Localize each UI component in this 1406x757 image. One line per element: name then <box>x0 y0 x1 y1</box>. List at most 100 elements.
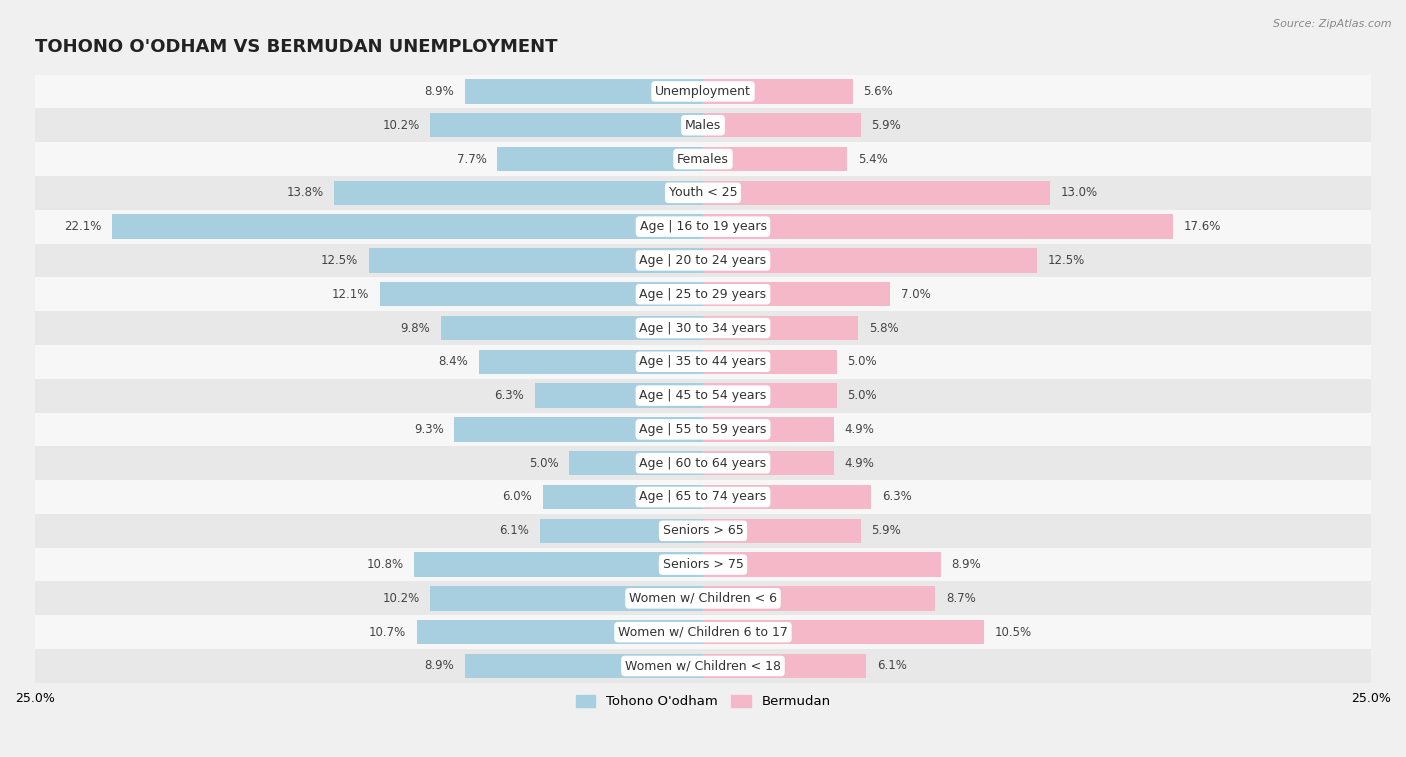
Text: Females: Females <box>678 152 728 166</box>
Text: 5.0%: 5.0% <box>848 389 877 402</box>
Bar <box>543 484 703 509</box>
Bar <box>35 210 1371 244</box>
Legend: Tohono O'odham, Bermudan: Tohono O'odham, Bermudan <box>571 690 835 714</box>
Text: 5.0%: 5.0% <box>529 456 558 469</box>
Bar <box>703 214 1174 238</box>
Text: Age | 55 to 59 years: Age | 55 to 59 years <box>640 423 766 436</box>
Text: 12.1%: 12.1% <box>332 288 368 301</box>
Bar <box>35 345 1371 378</box>
Text: Age | 30 to 34 years: Age | 30 to 34 years <box>640 322 766 335</box>
Text: 22.1%: 22.1% <box>65 220 101 233</box>
Text: Women w/ Children < 18: Women w/ Children < 18 <box>626 659 780 672</box>
Text: Age | 20 to 24 years: Age | 20 to 24 years <box>640 254 766 267</box>
Bar <box>703 586 935 611</box>
Bar <box>368 248 703 273</box>
Bar <box>703 350 837 374</box>
Bar <box>35 514 1371 548</box>
Bar <box>703 451 834 475</box>
Text: 8.4%: 8.4% <box>439 355 468 369</box>
Bar <box>35 311 1371 345</box>
Text: Women w/ Children 6 to 17: Women w/ Children 6 to 17 <box>619 626 787 639</box>
Text: 6.0%: 6.0% <box>502 491 531 503</box>
Text: Age | 16 to 19 years: Age | 16 to 19 years <box>640 220 766 233</box>
Text: 5.0%: 5.0% <box>848 355 877 369</box>
Bar <box>703 316 858 340</box>
Bar <box>703 147 848 171</box>
Bar <box>569 451 703 475</box>
Bar <box>35 108 1371 142</box>
Text: 6.1%: 6.1% <box>499 525 529 537</box>
Text: 8.9%: 8.9% <box>425 659 454 672</box>
Bar <box>534 384 703 408</box>
Bar <box>703 620 984 644</box>
Bar <box>703 79 852 104</box>
Bar <box>35 142 1371 176</box>
Bar <box>415 553 703 577</box>
Bar <box>35 649 1371 683</box>
Text: 13.8%: 13.8% <box>287 186 323 199</box>
Text: 7.7%: 7.7% <box>457 152 486 166</box>
Text: TOHONO O'ODHAM VS BERMUDAN UNEMPLOYMENT: TOHONO O'ODHAM VS BERMUDAN UNEMPLOYMENT <box>35 38 557 56</box>
Bar <box>441 316 703 340</box>
Bar <box>35 581 1371 615</box>
Text: 6.1%: 6.1% <box>877 659 907 672</box>
Text: Women w/ Children < 6: Women w/ Children < 6 <box>628 592 778 605</box>
Text: Seniors > 75: Seniors > 75 <box>662 558 744 571</box>
Text: 10.5%: 10.5% <box>994 626 1032 639</box>
Bar <box>465 79 703 104</box>
Bar <box>703 553 941 577</box>
Text: Age | 60 to 64 years: Age | 60 to 64 years <box>640 456 766 469</box>
Bar <box>35 447 1371 480</box>
Bar <box>35 378 1371 413</box>
Text: Age | 45 to 54 years: Age | 45 to 54 years <box>640 389 766 402</box>
Text: Age | 35 to 44 years: Age | 35 to 44 years <box>640 355 766 369</box>
Text: Unemployment: Unemployment <box>655 85 751 98</box>
Text: 10.2%: 10.2% <box>382 119 420 132</box>
Bar <box>335 181 703 205</box>
Bar <box>703 248 1038 273</box>
Text: 6.3%: 6.3% <box>882 491 911 503</box>
Text: 5.9%: 5.9% <box>872 119 901 132</box>
Bar <box>35 176 1371 210</box>
Bar <box>35 548 1371 581</box>
Text: 6.3%: 6.3% <box>495 389 524 402</box>
Text: 10.2%: 10.2% <box>382 592 420 605</box>
Text: 4.9%: 4.9% <box>845 456 875 469</box>
Text: Youth < 25: Youth < 25 <box>669 186 737 199</box>
Bar <box>35 413 1371 447</box>
Text: 17.6%: 17.6% <box>1184 220 1222 233</box>
Bar <box>35 277 1371 311</box>
Bar <box>703 484 872 509</box>
Text: 9.3%: 9.3% <box>413 423 444 436</box>
Bar <box>478 350 703 374</box>
Text: 10.7%: 10.7% <box>370 626 406 639</box>
Bar <box>703 417 834 441</box>
Text: Age | 65 to 74 years: Age | 65 to 74 years <box>640 491 766 503</box>
Bar <box>703 654 866 678</box>
Bar <box>454 417 703 441</box>
Text: 13.0%: 13.0% <box>1062 186 1098 199</box>
Text: 7.0%: 7.0% <box>901 288 931 301</box>
Text: 12.5%: 12.5% <box>1047 254 1085 267</box>
Bar <box>35 615 1371 649</box>
Bar <box>430 586 703 611</box>
Bar <box>465 654 703 678</box>
Text: 8.9%: 8.9% <box>952 558 981 571</box>
Text: Seniors > 65: Seniors > 65 <box>662 525 744 537</box>
Bar <box>703 113 860 138</box>
Text: 10.8%: 10.8% <box>367 558 404 571</box>
Bar <box>418 620 703 644</box>
Bar <box>703 181 1050 205</box>
Text: Males: Males <box>685 119 721 132</box>
Bar <box>112 214 703 238</box>
Text: 8.9%: 8.9% <box>425 85 454 98</box>
Bar <box>380 282 703 307</box>
Text: 5.6%: 5.6% <box>863 85 893 98</box>
Text: 9.8%: 9.8% <box>401 322 430 335</box>
Bar <box>540 519 703 543</box>
Bar <box>430 113 703 138</box>
Bar <box>703 282 890 307</box>
Text: Age | 25 to 29 years: Age | 25 to 29 years <box>640 288 766 301</box>
Text: 12.5%: 12.5% <box>321 254 359 267</box>
Bar <box>35 480 1371 514</box>
